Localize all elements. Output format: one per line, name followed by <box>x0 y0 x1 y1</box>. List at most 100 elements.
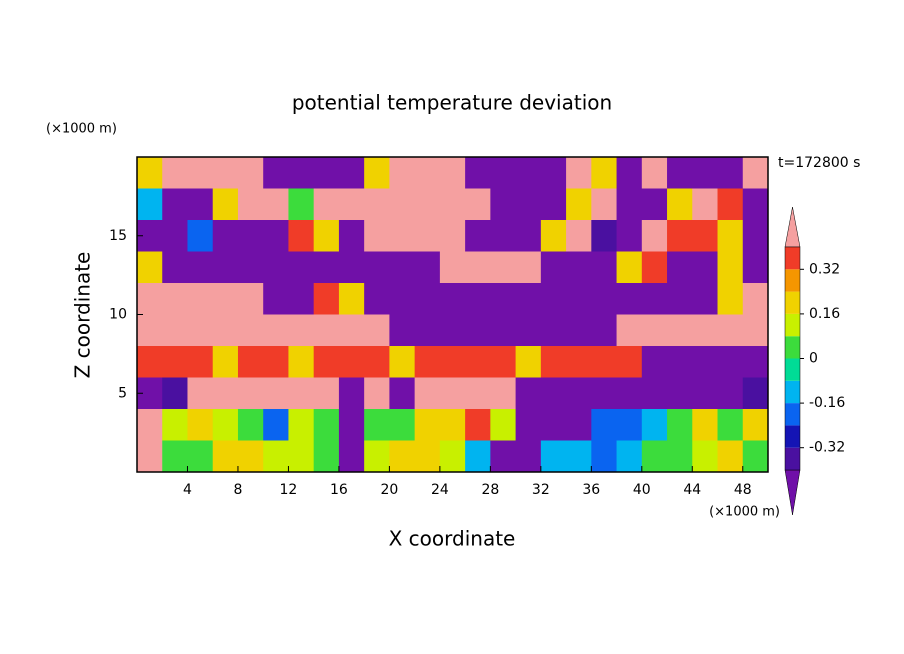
cell <box>742 283 769 315</box>
cell <box>439 346 466 378</box>
cell <box>237 157 264 189</box>
cell <box>237 251 264 284</box>
cell <box>137 251 163 284</box>
cell <box>566 157 592 189</box>
cell <box>465 314 491 347</box>
cell <box>237 314 264 347</box>
cell <box>187 346 214 378</box>
cell <box>263 188 289 221</box>
cell <box>566 346 592 378</box>
x-axis-label: X coordinate <box>389 527 516 551</box>
cell <box>591 220 618 252</box>
cell <box>439 283 466 315</box>
cell <box>364 188 390 221</box>
cell <box>667 440 693 473</box>
colorbar-label: 0.32 <box>809 261 840 277</box>
cell <box>566 409 592 441</box>
cell <box>212 157 239 189</box>
cell <box>187 157 214 189</box>
cell <box>515 440 542 473</box>
cell <box>338 377 365 410</box>
cell <box>591 409 618 441</box>
cell <box>288 346 315 378</box>
cell <box>263 283 289 315</box>
cell <box>313 188 340 221</box>
time-label: t=172800 s <box>778 155 860 171</box>
cell <box>439 188 466 221</box>
cell <box>742 314 769 347</box>
cell <box>237 377 264 410</box>
cell <box>389 188 416 221</box>
cell <box>187 314 214 347</box>
cell <box>717 157 744 189</box>
cell <box>389 346 416 378</box>
cell <box>263 220 289 252</box>
cell <box>237 440 264 473</box>
cell <box>742 188 769 221</box>
cell <box>313 314 340 347</box>
cell <box>414 188 441 221</box>
cell <box>540 157 567 189</box>
cell <box>389 440 416 473</box>
cell <box>540 346 567 378</box>
y-tick-label: 5 <box>118 385 127 401</box>
cell <box>364 346 390 378</box>
cell <box>263 157 289 189</box>
cell <box>490 440 517 473</box>
cell <box>137 409 163 441</box>
cell <box>692 377 719 410</box>
cell <box>338 440 365 473</box>
cell <box>616 314 643 347</box>
colorbar-label: -0.16 <box>809 395 845 411</box>
colorbar-segment <box>785 313 800 337</box>
cell <box>641 188 668 221</box>
cell <box>515 314 542 347</box>
cell <box>338 409 365 441</box>
cell <box>212 440 239 473</box>
cell <box>616 346 643 378</box>
colorbar-segment <box>785 247 800 270</box>
cell <box>515 220 542 252</box>
cell <box>414 377 441 410</box>
colorbar-label: -0.32 <box>809 440 845 456</box>
cell <box>162 188 188 221</box>
cell <box>742 157 769 189</box>
cell <box>591 314 618 347</box>
cell <box>540 251 567 284</box>
cell <box>566 314 592 347</box>
cell <box>566 440 592 473</box>
cell <box>389 314 416 347</box>
cell <box>212 251 239 284</box>
cell <box>490 220 517 252</box>
cell <box>490 409 517 441</box>
cell <box>515 346 542 378</box>
cell <box>515 188 542 221</box>
cell <box>566 377 592 410</box>
cell <box>616 409 643 441</box>
cell <box>515 251 542 284</box>
cell <box>263 314 289 347</box>
x-tick-label: 32 <box>532 482 550 498</box>
cell <box>540 409 567 441</box>
cell <box>187 440 214 473</box>
cell <box>313 283 340 315</box>
cell <box>591 377 618 410</box>
cell <box>616 440 643 473</box>
cell <box>364 409 390 441</box>
cell <box>187 377 214 410</box>
cell <box>692 283 719 315</box>
cell <box>490 157 517 189</box>
cell <box>742 440 769 473</box>
cell <box>364 377 390 410</box>
cell <box>641 409 668 441</box>
cell <box>490 251 517 284</box>
cell <box>338 157 365 189</box>
cell <box>717 440 744 473</box>
cell <box>641 251 668 284</box>
cell <box>237 409 264 441</box>
cell <box>313 377 340 410</box>
cell <box>137 346 163 378</box>
cell <box>414 314 441 347</box>
colorbar-label: 0.16 <box>809 306 840 322</box>
